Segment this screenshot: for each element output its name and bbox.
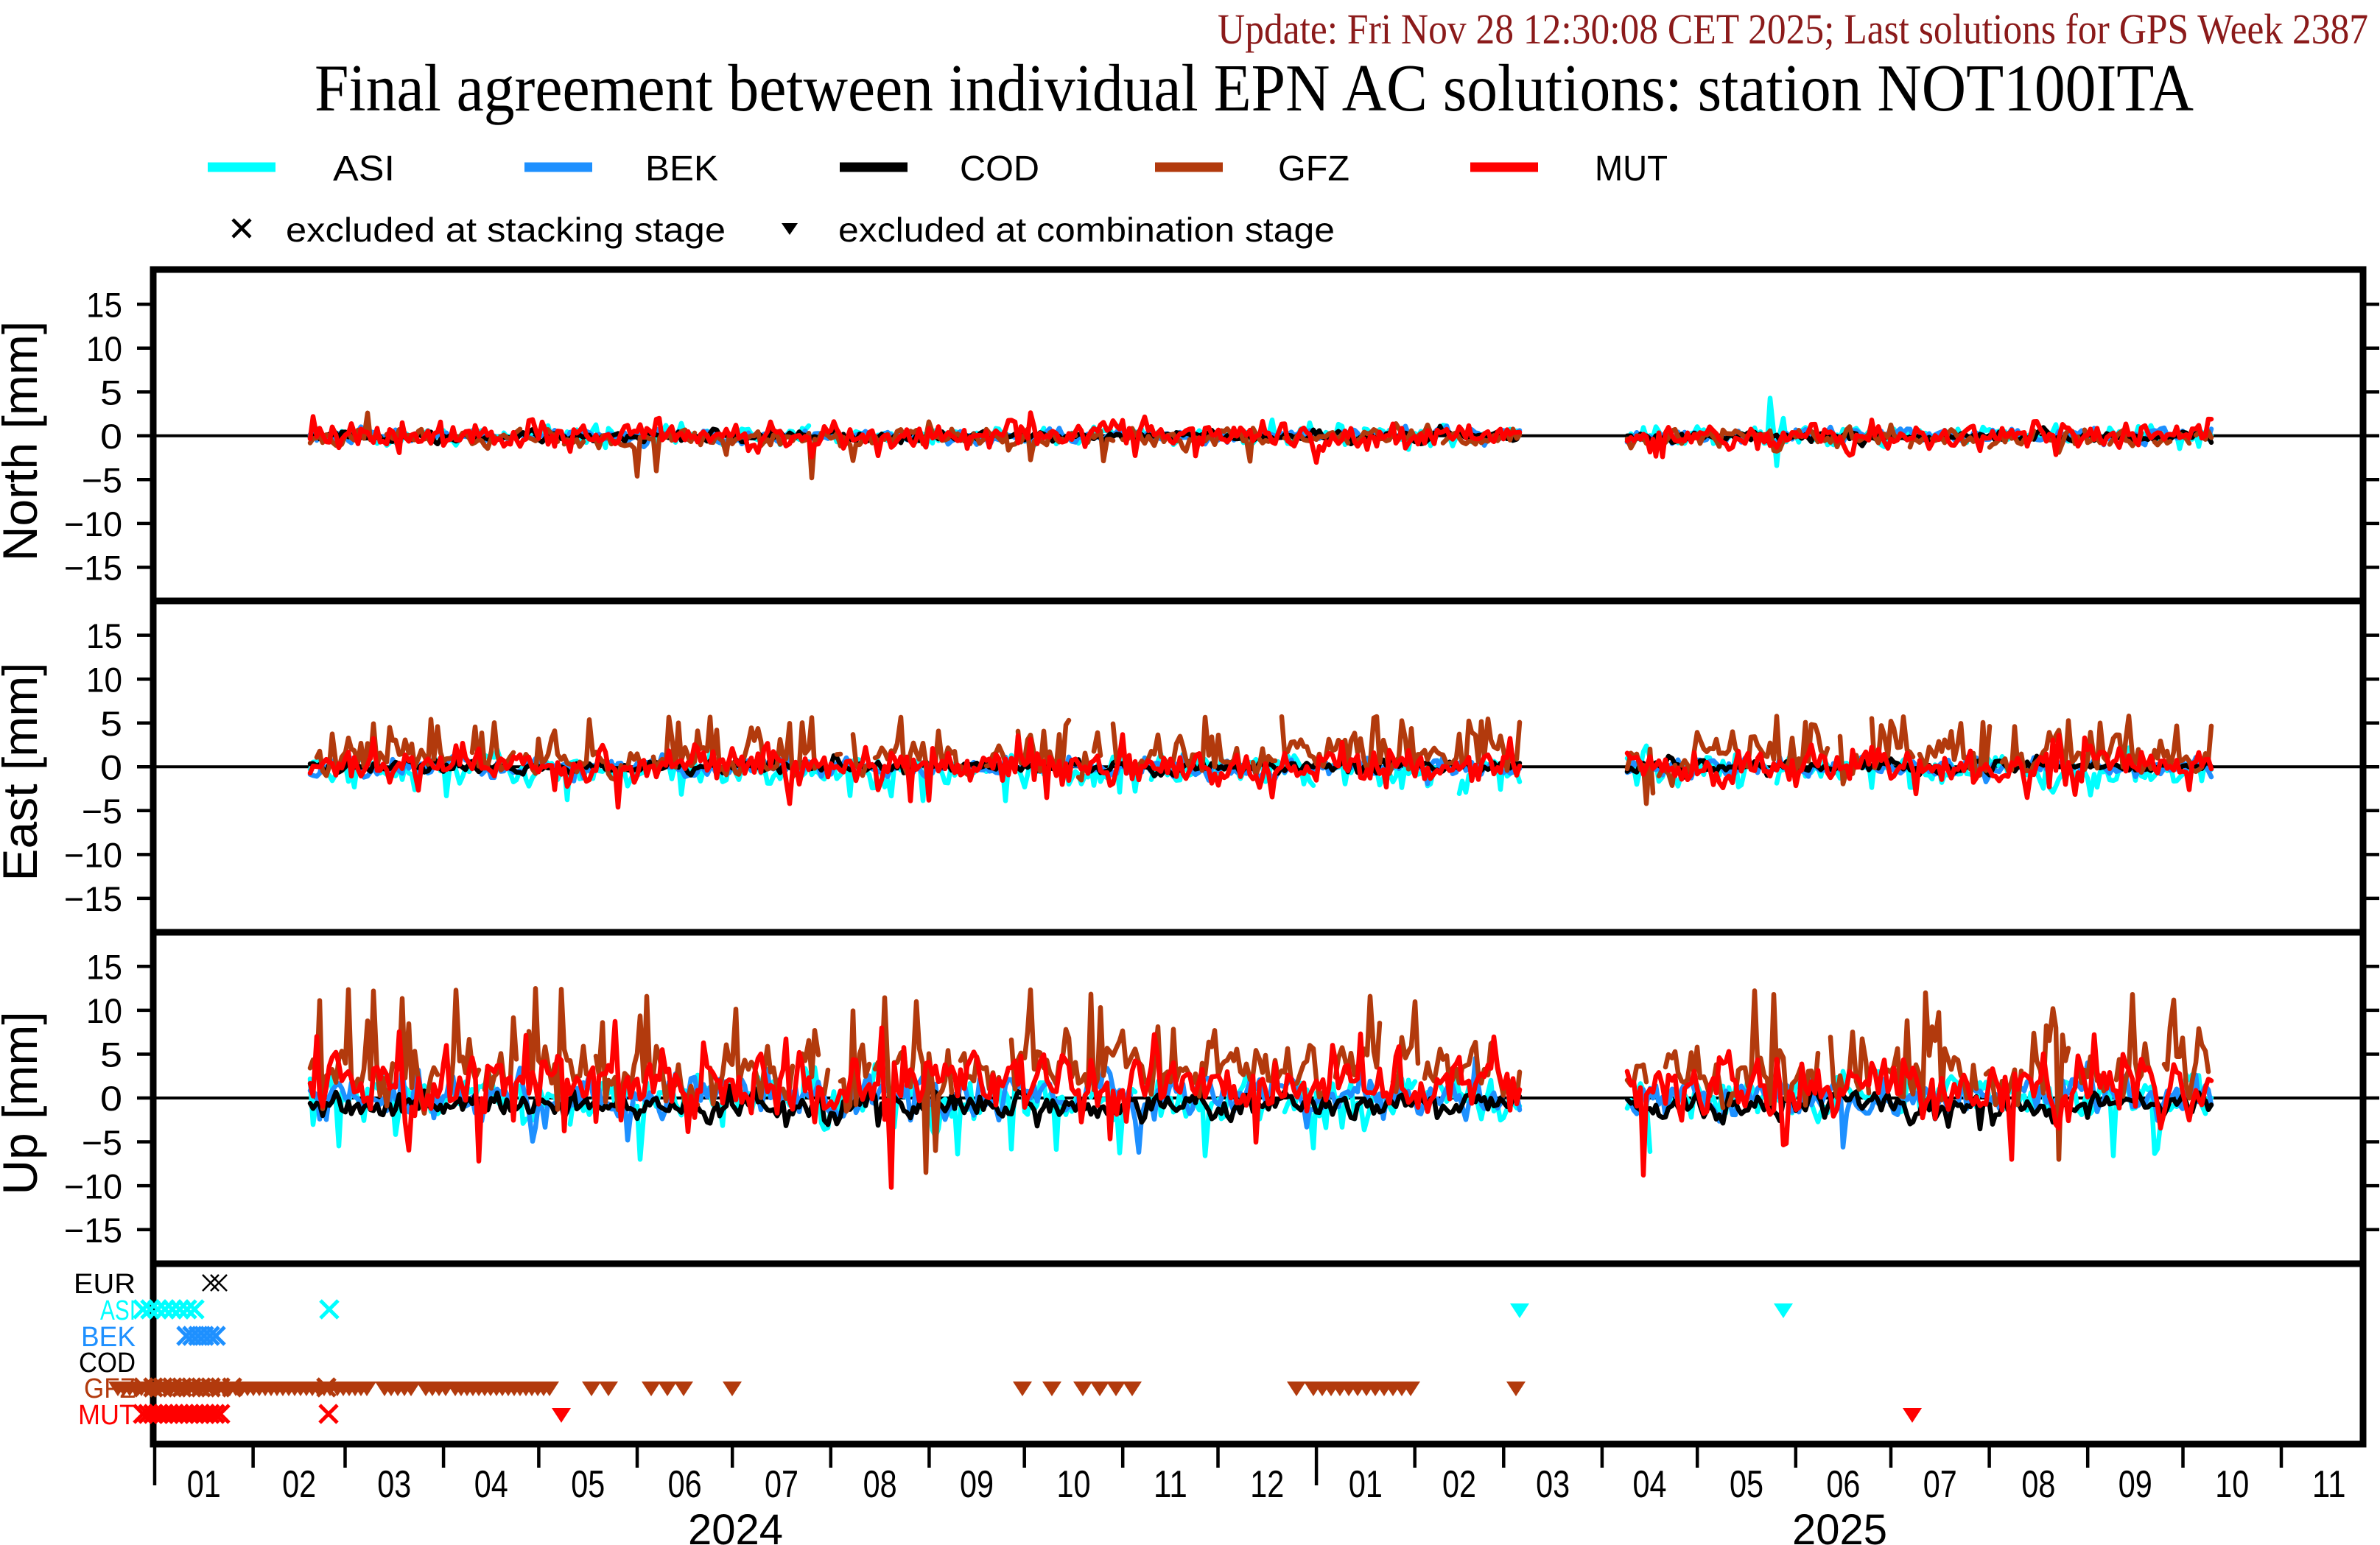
svg-text:0: 0 [100,748,122,787]
svg-text:East [mm]: East [mm] [0,662,47,881]
svg-text:ASI: ASI [100,1295,136,1326]
svg-text:11: 11 [2312,1463,2346,1506]
svg-text:BEK: BEK [81,1322,136,1353]
svg-text:15: 15 [86,948,122,987]
svg-text:09: 09 [2119,1463,2152,1506]
svg-text:−15: −15 [64,549,122,588]
svg-text:excluded at stacking stage: excluded at stacking stage [286,211,726,249]
svg-text:−10: −10 [64,504,122,543]
svg-text:10: 10 [86,991,122,1030]
svg-text:BEK: BEK [645,149,718,189]
svg-text:Up [mm]: Up [mm] [0,1011,47,1194]
svg-text:11: 11 [1154,1463,1187,1506]
svg-text:0: 0 [100,417,122,456]
svg-text:09: 09 [960,1463,994,1506]
svg-text:−10: −10 [64,836,122,875]
svg-text:01: 01 [1349,1463,1383,1506]
svg-text:08: 08 [2021,1463,2055,1506]
svg-text:07: 07 [765,1463,798,1506]
svg-text:Final agreement between indivi: Final agreement between individual EPN A… [315,51,2194,125]
svg-text:−15: −15 [64,1211,122,1250]
svg-text:−5: −5 [82,461,122,500]
svg-text:Update: Fri Nov 28 12:30:08 CE: Update: Fri Nov 28 12:30:08 CET 2025; La… [1218,5,2368,53]
svg-text:−5: −5 [82,792,122,831]
svg-text:10: 10 [86,329,122,368]
svg-text:01: 01 [187,1463,221,1506]
svg-text:5: 5 [100,704,122,743]
svg-text:0: 0 [100,1079,122,1118]
svg-text:10: 10 [2215,1463,2249,1506]
svg-text:08: 08 [863,1463,897,1506]
svg-text:EUR: EUR [74,1269,136,1300]
svg-text:−10: −10 [64,1166,122,1206]
svg-text:07: 07 [1923,1463,1957,1506]
svg-text:−5: −5 [82,1123,122,1162]
svg-text:North [mm]: North [mm] [0,321,47,561]
svg-text:COD: COD [79,1348,136,1379]
svg-text:04: 04 [1633,1463,1667,1506]
svg-text:10: 10 [86,660,122,699]
svg-text:GFZ: GFZ [84,1373,136,1404]
svg-text:GFZ: GFZ [1278,149,1349,189]
svg-text:02: 02 [1442,1463,1476,1506]
svg-text:COD: COD [960,149,1039,189]
svg-text:03: 03 [377,1463,411,1506]
svg-text:03: 03 [1536,1463,1570,1506]
svg-text:5: 5 [100,373,122,412]
svg-text:2025: 2025 [1792,1506,1887,1545]
svg-text:05: 05 [571,1463,605,1506]
svg-text:15: 15 [86,285,122,324]
svg-text:10: 10 [1057,1463,1091,1506]
svg-text:02: 02 [282,1463,316,1506]
svg-text:ASI: ASI [333,149,395,189]
svg-text:MUT: MUT [78,1400,136,1431]
svg-text:04: 04 [474,1463,508,1506]
svg-text:−15: −15 [64,879,122,918]
svg-text:2024: 2024 [688,1506,783,1545]
svg-text:excluded at combination stage: excluded at combination stage [838,211,1335,249]
svg-text:06: 06 [1826,1463,1860,1506]
svg-text:15: 15 [86,616,122,655]
svg-text:12: 12 [1250,1463,1284,1506]
svg-text:05: 05 [1730,1463,1763,1506]
svg-text:MUT: MUT [1595,149,1668,189]
svg-text:06: 06 [668,1463,702,1506]
svg-text:5: 5 [100,1035,122,1074]
